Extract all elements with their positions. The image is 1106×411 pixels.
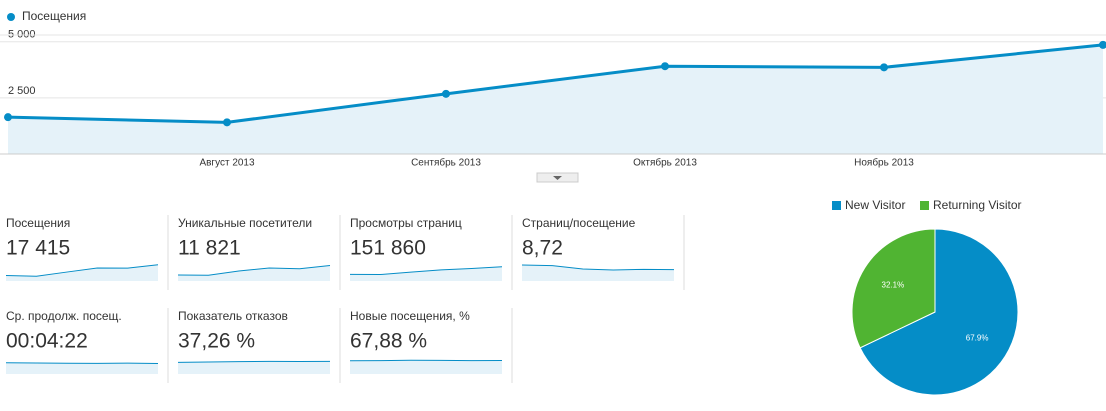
metric-value: 17 415	[6, 237, 70, 260]
metric-label: Посещения	[6, 216, 70, 230]
sparkline	[521, 264, 675, 271]
collapse-arrow	[553, 176, 562, 180]
legend-dot	[7, 13, 15, 21]
metric-label: Ср. продолж. посещ.	[6, 309, 122, 323]
sparkline	[177, 360, 331, 363]
sparkline-area	[522, 265, 674, 281]
sparkline-area	[6, 362, 158, 374]
data-point	[223, 118, 231, 127]
metric-value: 67,88 %	[350, 330, 427, 353]
y-tick-label: 2 500	[8, 85, 36, 97]
metric-value: 151 860	[350, 237, 426, 260]
slice-label: 67.9%	[966, 334, 989, 343]
data-point	[880, 63, 888, 72]
metric-value: 00:04:22	[6, 330, 88, 353]
pie-slice	[859, 228, 1019, 396]
data-point	[1099, 40, 1106, 49]
data-point	[442, 89, 450, 98]
x-tick-label: Август 2013	[199, 158, 255, 169]
legend-label: Returning Visitor	[933, 198, 1022, 212]
metric-label: Уникальные посетители	[178, 216, 312, 230]
slice-label: 32.1%	[882, 281, 905, 290]
sparkline	[349, 359, 503, 362]
sparkline-area	[350, 266, 502, 281]
pie-slice	[851, 228, 936, 349]
sparkline	[177, 265, 331, 276]
metric-label: Показатель отказов	[178, 309, 288, 323]
series-line	[7, 43, 1104, 124]
sparkline	[5, 362, 159, 365]
metric-value: 11 821	[178, 237, 241, 260]
metric-value: 37,26 %	[178, 330, 255, 353]
legend-label: Посещения	[22, 9, 86, 23]
sparkline-area	[178, 265, 330, 281]
data-point	[661, 62, 669, 71]
sparkline-area	[350, 360, 502, 374]
metric-label: Просмотры страниц	[350, 216, 462, 230]
legend-label: New Visitor	[845, 198, 905, 212]
legend-swatch	[832, 201, 841, 210]
data-point	[4, 113, 12, 122]
metric-label: Новые посещения, %	[350, 309, 470, 323]
sparkline-area	[178, 361, 330, 374]
legend-swatch	[920, 201, 929, 210]
sparkline	[5, 264, 159, 277]
x-tick-label: Ноябрь 2013	[854, 157, 914, 169]
x-tick-label: Сентябрь 2013	[411, 157, 481, 169]
metric-label: Страниц/посещение	[522, 216, 636, 230]
area-fill	[8, 44, 1103, 155]
x-tick-label: Октябрь 2013	[633, 157, 697, 169]
sparkline	[349, 266, 503, 276]
sparkline-area	[6, 264, 158, 281]
metric-value: 8,72	[522, 237, 563, 260]
